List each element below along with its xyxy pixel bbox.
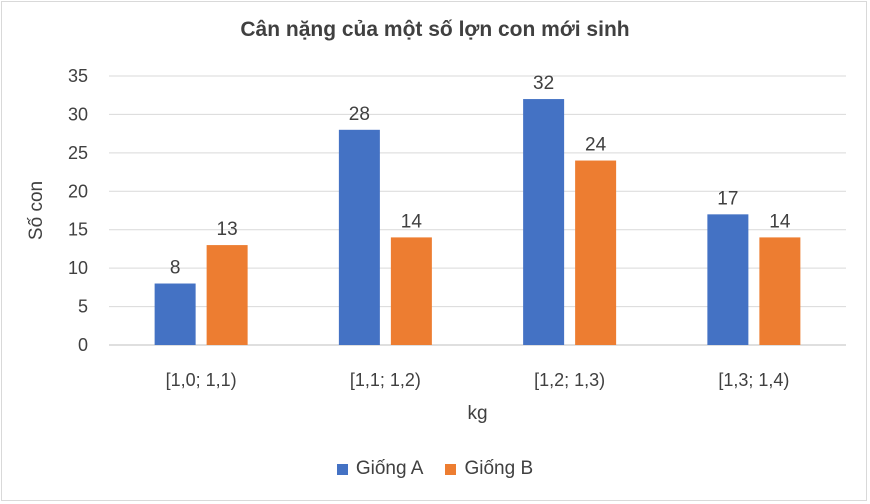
y-tick-label: 30 — [68, 104, 88, 124]
y-tick-label: 20 — [68, 181, 88, 201]
legend-label-series-b: Giống B — [464, 458, 534, 479]
data-label: 14 — [401, 211, 423, 232]
legend-swatch-series-a — [336, 463, 348, 475]
y-tick-label: 25 — [68, 143, 88, 163]
legend-label-series-a: Giống A — [355, 458, 424, 479]
legend-swatch-series-b — [445, 463, 457, 475]
data-label: 14 — [769, 211, 791, 232]
data-label: 28 — [349, 104, 370, 125]
y-tick-label: 0 — [78, 335, 88, 355]
x-tick-label: [1,2; 1,3) — [534, 370, 605, 390]
bar — [154, 283, 196, 345]
legend-item-series-a: Giống A — [336, 458, 424, 480]
bar — [523, 99, 565, 345]
legend: Giống A Giống B — [0, 458, 870, 480]
y-axis-title: Số con — [26, 181, 47, 240]
bar — [338, 129, 380, 345]
y-tick-label: 15 — [68, 220, 88, 240]
data-label: 8 — [170, 258, 181, 279]
bar — [759, 237, 801, 345]
x-tick-label: [1,3; 1,4) — [718, 370, 789, 390]
legend-item-series-b: Giống B — [445, 458, 533, 480]
chart-title: Cân nặng của một số lợn con mới sinh — [240, 18, 630, 41]
bar — [575, 160, 617, 345]
data-label: 17 — [717, 188, 738, 209]
data-label: 32 — [533, 73, 554, 94]
data-label: 13 — [217, 219, 238, 240]
y-tick-label: 5 — [78, 297, 88, 317]
bar — [390, 237, 432, 345]
x-tick-label: [1,1; 1,2) — [350, 370, 421, 390]
bar — [206, 245, 248, 345]
x-axis-title: kg — [467, 403, 487, 424]
data-label: 24 — [585, 135, 607, 156]
bar — [707, 214, 749, 345]
y-tick-label: 35 — [68, 66, 88, 86]
x-tick-label: [1,0; 1,1) — [166, 370, 237, 390]
y-tick-label: 10 — [68, 258, 88, 278]
